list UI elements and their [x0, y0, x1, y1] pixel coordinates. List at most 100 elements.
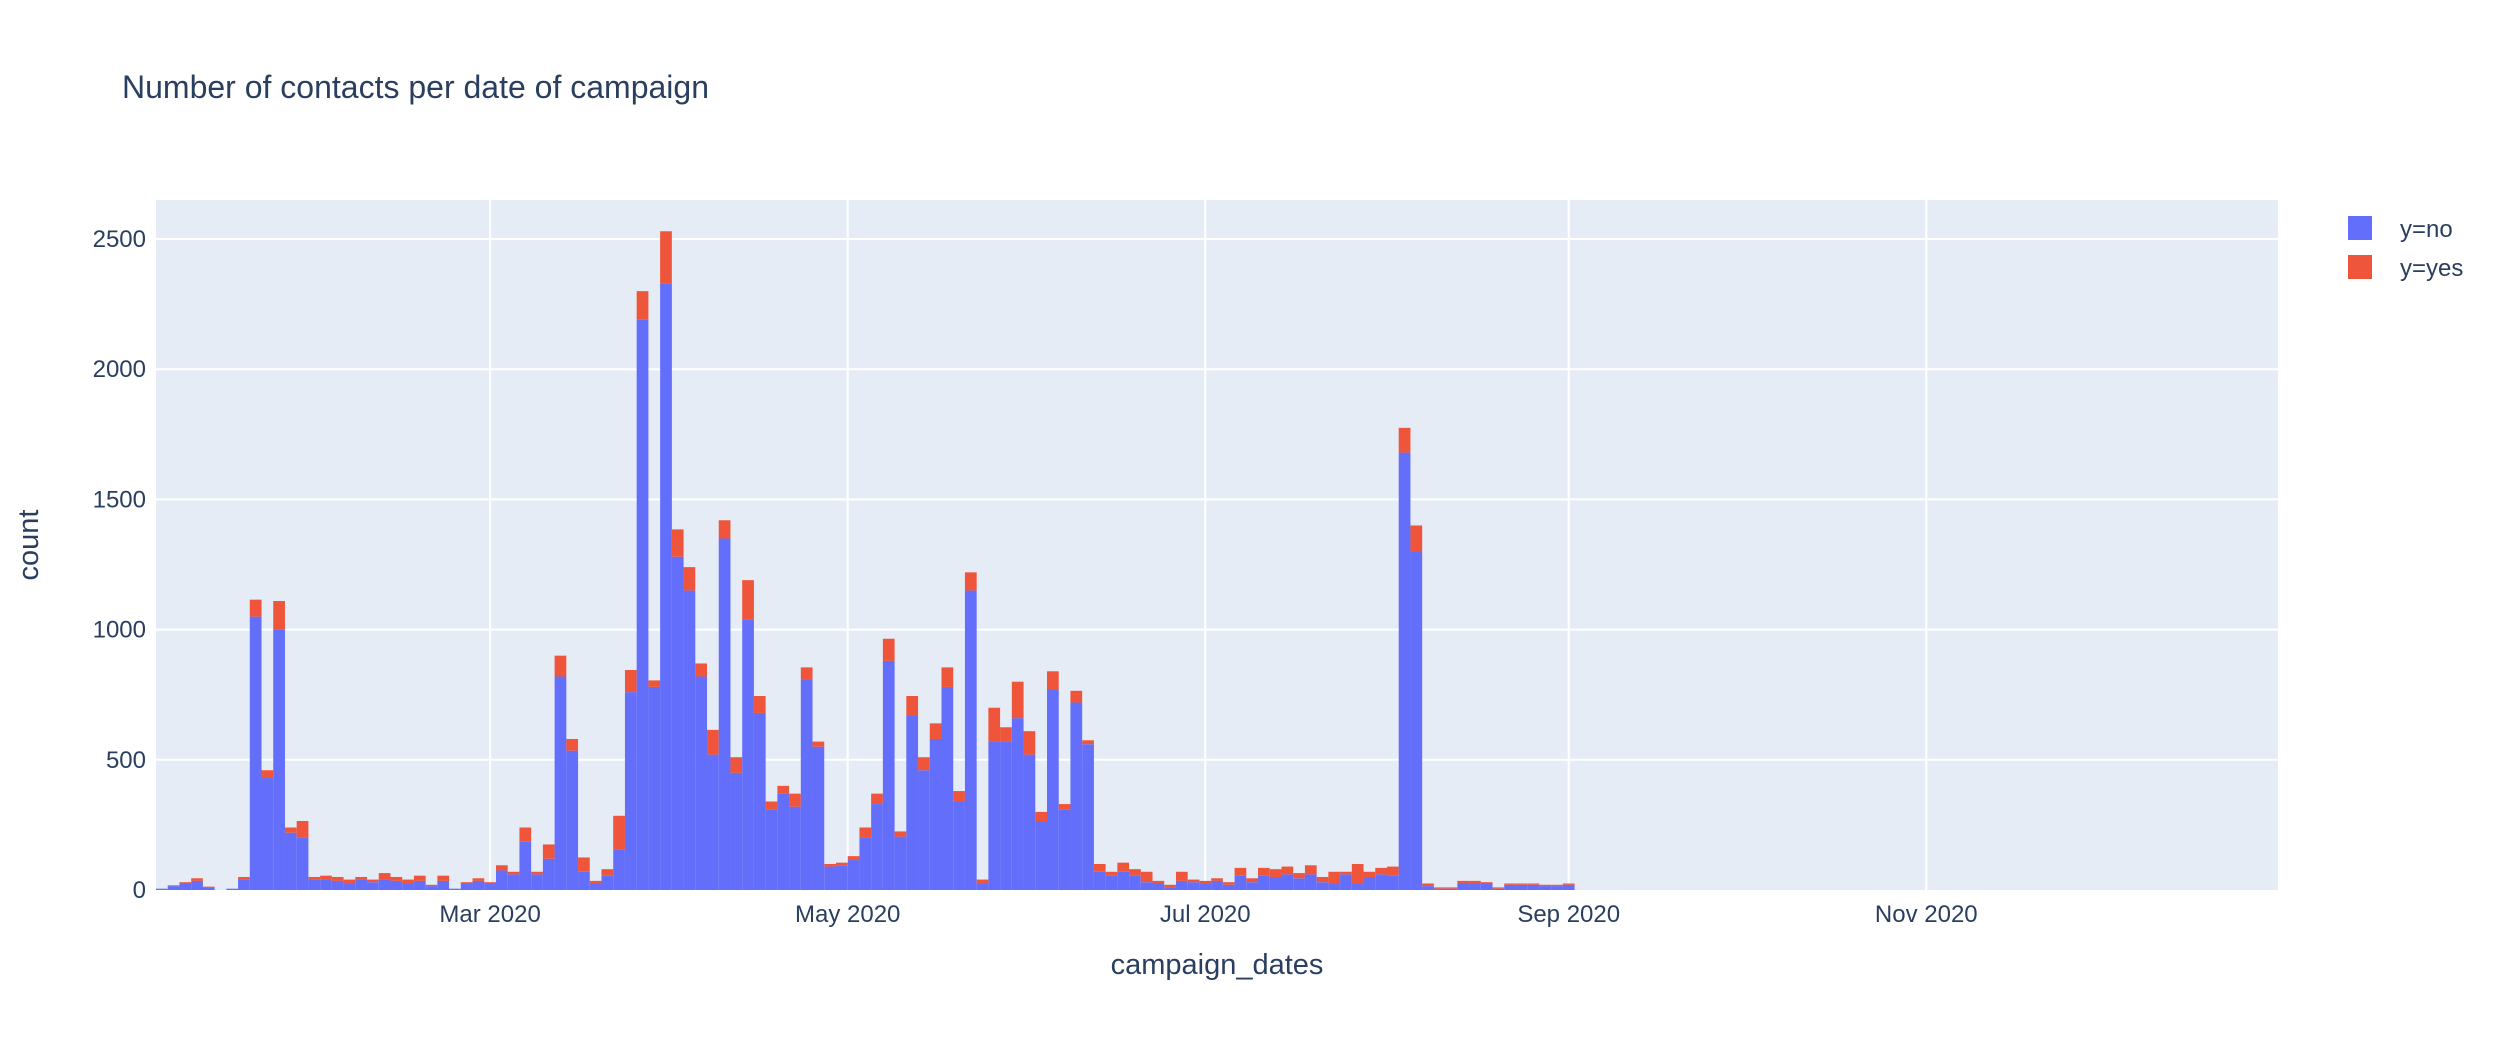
bar-segment-no — [566, 750, 579, 890]
bar-segment-yes — [1340, 871, 1352, 875]
bar-segment-no — [624, 692, 637, 890]
bar-segment-no — [1328, 883, 1341, 890]
bar-segment-yes — [1539, 884, 1552, 887]
bar-segment-no — [707, 754, 719, 890]
bar-segment-no — [1140, 882, 1153, 890]
bar-segment-yes — [906, 696, 919, 716]
bar-segment-yes — [1445, 887, 1458, 889]
x-tick-label: Nov 2020 — [1875, 901, 1978, 928]
bar-segment-yes — [249, 599, 262, 617]
bar-segment-no — [578, 871, 590, 890]
bar-segment-yes — [367, 879, 379, 883]
bar-segment-yes — [472, 878, 485, 881]
bar-segment-yes — [824, 863, 836, 867]
bar-segment-no — [390, 880, 403, 890]
bar-segment-yes — [1082, 740, 1094, 745]
bar-segment-no — [648, 686, 661, 890]
bar-segment-yes — [1386, 866, 1399, 876]
bar-segment-no — [1234, 875, 1247, 890]
bar-segment-no — [812, 746, 825, 890]
bar-segment-yes — [789, 793, 801, 807]
bar-segment-yes — [742, 580, 754, 620]
legend-label-yes[interactable]: y=yes — [2400, 255, 2463, 282]
bar-segment-yes — [683, 567, 696, 591]
bar-segment-yes — [812, 741, 825, 747]
bar-segment-no — [1562, 884, 1575, 890]
bar-segment-no — [1164, 887, 1176, 890]
bar-segment-no — [859, 837, 872, 890]
bar-segment-no — [894, 836, 907, 890]
bar-segment-yes — [835, 862, 848, 866]
bar-segment-yes — [578, 857, 590, 872]
bar-segment-yes — [1551, 884, 1563, 887]
bar-segment-yes — [976, 879, 989, 884]
y-tick-label: 2500 — [93, 226, 146, 253]
bar-segment-no — [1222, 884, 1235, 890]
legend[interactable]: y=no y=yes — [2348, 216, 2463, 282]
bar-segment-yes — [859, 827, 872, 838]
bar-segment-no — [249, 616, 262, 890]
bar-segment-yes — [1047, 671, 1059, 690]
bar-segment-yes — [1105, 871, 1118, 876]
bar-segment-no — [554, 676, 567, 890]
bar-segment-no — [847, 860, 860, 890]
bar-segment-no — [929, 738, 942, 890]
bar-segment-yes — [542, 844, 555, 859]
bar-segment-yes — [437, 875, 450, 881]
bar-segment-no — [753, 712, 766, 890]
bar-segment-yes — [191, 878, 203, 881]
bar-segment-yes — [1234, 867, 1247, 876]
bar-segment-no — [1211, 880, 1223, 890]
bar-segment-no — [1058, 809, 1071, 890]
bar-segment-yes — [284, 827, 297, 833]
bar-segment-no — [1269, 876, 1282, 890]
bar-segment-no — [976, 883, 989, 890]
bar-segment-no — [179, 883, 192, 890]
bar-segment-no — [1363, 876, 1376, 890]
bar-segment-no — [1551, 886, 1563, 890]
y-axis-ticks: 0 500 1000 1500 2000 2500 — [93, 226, 146, 904]
bar-segment-no — [402, 883, 414, 890]
bar-segment-no — [296, 837, 309, 890]
x-axis-ticks: Mar 2020 May 2020 Jul 2020 Sep 2020 Nov 2020 — [439, 901, 1977, 928]
bar-segment-no — [1527, 884, 1540, 890]
bar-segment-no — [1304, 874, 1317, 890]
bar-segment-no — [941, 686, 954, 890]
bar-segment-yes — [953, 791, 965, 802]
bar-segment-yes — [413, 875, 426, 881]
bar-segment-no — [789, 806, 801, 890]
bar-segment-no — [1316, 882, 1329, 890]
bar-segment-no — [1117, 871, 1130, 890]
bar-segment-yes — [929, 723, 942, 739]
bar-segment-yes — [1527, 883, 1540, 885]
bar-segment-yes — [1515, 883, 1528, 885]
bar-segment-yes — [648, 680, 661, 687]
legend-label-no[interactable]: y=no — [2400, 216, 2453, 243]
x-tick-label: Mar 2020 — [439, 901, 540, 928]
chart-title: Number of contacts per date of campaign — [122, 69, 709, 105]
bar-segment-no — [449, 888, 461, 890]
x-tick-label: Jul 2020 — [1160, 901, 1251, 928]
bar-segment-yes — [1000, 727, 1012, 742]
bar-segment-no — [1082, 744, 1094, 890]
legend-swatch-yes[interactable] — [2348, 255, 2372, 279]
bar-segment-yes — [695, 663, 708, 677]
gridlines — [156, 200, 2278, 890]
bar-segment-yes — [1058, 804, 1071, 810]
bar-segment-no — [1129, 875, 1141, 890]
bar-segment-yes — [964, 572, 977, 591]
bar-segment-no — [953, 801, 965, 890]
bar-segment-yes — [718, 520, 731, 539]
bar-segment-no — [964, 590, 977, 890]
legend-swatch-no[interactable] — [2348, 216, 2372, 240]
bar-segment-yes — [238, 876, 250, 880]
bar-segment-no — [484, 883, 496, 890]
bar-segment-yes — [1433, 887, 1446, 889]
bar-segment-no — [1375, 874, 1387, 890]
bar-segment-yes — [495, 865, 508, 871]
bar-segment-yes — [800, 667, 813, 680]
bar-segment-yes — [296, 821, 309, 838]
bar-segment-yes — [613, 815, 625, 850]
bar-segment-yes — [1187, 879, 1200, 883]
bar-segment-yes — [707, 729, 719, 755]
